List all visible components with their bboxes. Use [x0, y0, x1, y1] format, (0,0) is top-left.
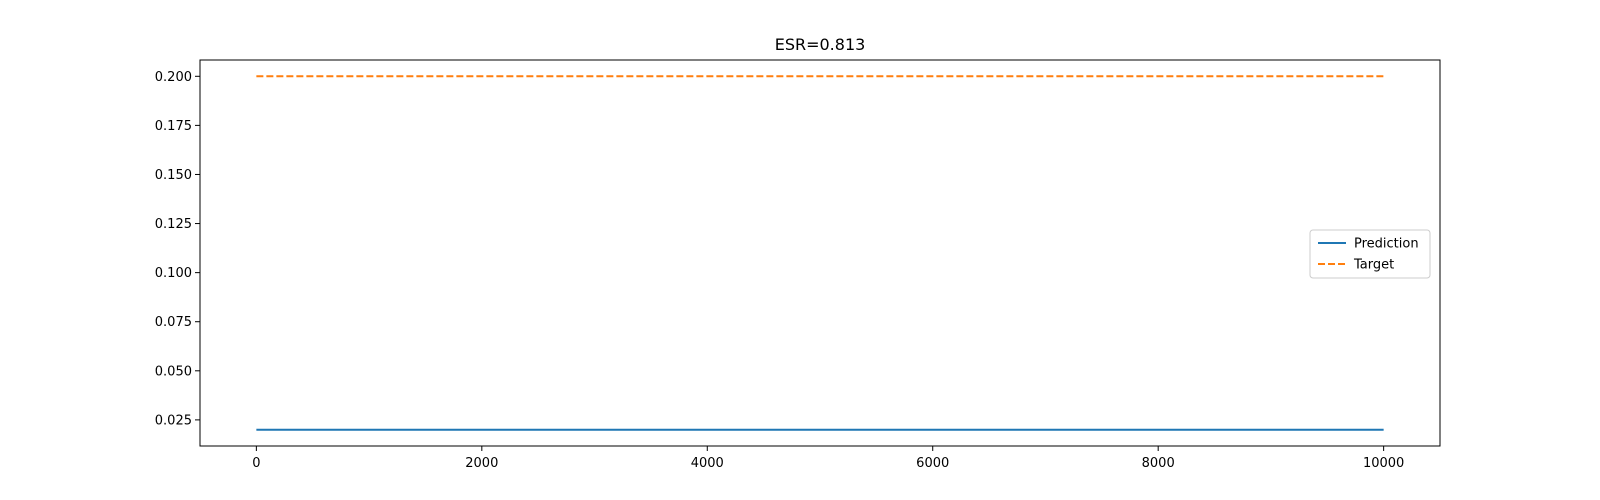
y-tick-label: 0.150: [155, 168, 192, 183]
x-tick-label: 2000: [465, 456, 498, 471]
y-tick-label: 0.200: [155, 70, 192, 85]
legend-label: Prediction: [1354, 237, 1419, 252]
y-tick-label: 0.025: [155, 413, 192, 428]
y-tick-label: 0.175: [155, 119, 192, 134]
y-tick-label: 0.075: [155, 315, 192, 330]
y-tick-label: 0.050: [155, 364, 192, 379]
y-tick-label: 0.125: [155, 217, 192, 232]
axes-frame: [199, 59, 1441, 447]
x-tick-label: 0: [252, 456, 260, 471]
x-tick-label: 10000: [1363, 456, 1404, 471]
x-tick-label: 4000: [691, 456, 724, 471]
plot-area: [256, 75, 1384, 431]
legend-label: Target: [1353, 258, 1394, 273]
x-tick-label: 6000: [916, 456, 949, 471]
chart-title: ESR=0.813: [775, 35, 866, 54]
legend: Prediction Target: [1309, 229, 1431, 279]
y-tick-label: 0.100: [155, 266, 192, 281]
axes: 0 2000 4000 6000 8000 10000 0.025 0.050 0.075 0.1…: [155, 59, 1441, 471]
x-tick-label: 8000: [1142, 456, 1175, 471]
